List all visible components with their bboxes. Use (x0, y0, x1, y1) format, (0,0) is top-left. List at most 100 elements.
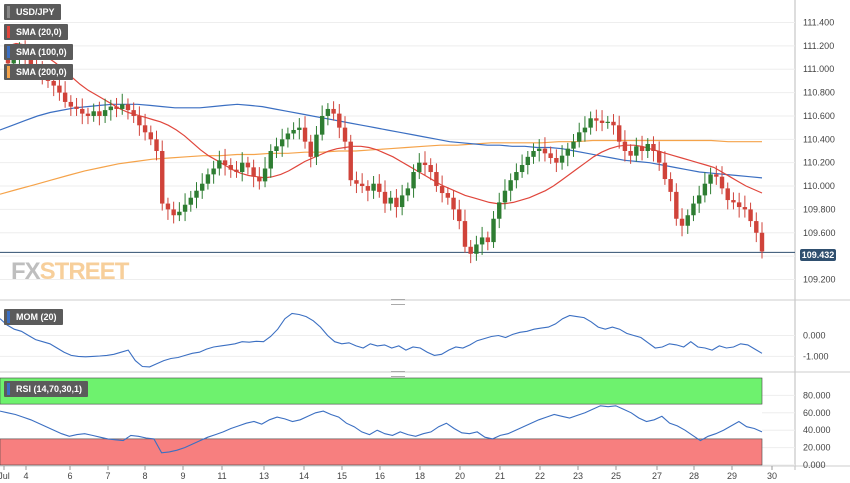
candle-body (668, 179, 673, 192)
candle-body (382, 191, 388, 204)
candle-body (245, 162, 251, 168)
legend-sma20-label: SMA (20,0) (16, 27, 62, 37)
candle-body (474, 244, 479, 254)
candle-body (599, 120, 605, 123)
x-tick-label: 6 (67, 471, 72, 481)
last-price-tag: 109.432 (800, 249, 836, 261)
rsi-tick-label: 40.000 (803, 425, 831, 435)
candle-body (279, 139, 285, 147)
sma20-swatch (7, 26, 10, 38)
y-tick-label: 109.200 (803, 274, 836, 284)
legend-symbol-label: USD/JPY (16, 7, 55, 17)
candle-body (268, 151, 273, 169)
sma200-line (0, 139, 762, 195)
candle-body (51, 80, 56, 86)
x-tick-label: 16 (375, 471, 385, 481)
candle-body (422, 162, 428, 166)
oscillators (0, 312, 763, 454)
candle-body (188, 197, 193, 205)
candle-body (565, 148, 570, 156)
candles (5, 40, 765, 264)
candle-body (411, 172, 416, 189)
candle-body (297, 127, 302, 130)
candle-body (725, 188, 730, 201)
legend-rsi-label: RSI (14,70,30,1) (16, 384, 83, 394)
symbol-swatch (7, 6, 10, 18)
candle-body (742, 207, 748, 210)
y-tick-label: 110.200 (803, 158, 835, 168)
legend-mom[interactable]: MOM (20) (4, 309, 63, 325)
legend-sma100-label: SMA (100,0) (16, 47, 67, 57)
candle-body (211, 168, 216, 175)
candle-body (736, 202, 742, 208)
mom-tick-label: 0.000 (803, 330, 826, 340)
candle-body (554, 158, 559, 163)
watermark-street: STREET (39, 258, 130, 285)
pane-resize-handle-mom[interactable] (391, 299, 405, 305)
candle-body (165, 203, 171, 210)
candle-body (417, 162, 422, 173)
candle-body (62, 92, 68, 102)
candle-body (514, 172, 519, 181)
rsi-overbought-zone (0, 377, 763, 405)
mom-line (0, 312, 763, 368)
x-tick-label: Jul (0, 471, 10, 481)
x-tick-label: 14 (299, 471, 309, 481)
candle-body (200, 183, 205, 191)
x-tick-label: 20 (455, 471, 465, 481)
candle-body (274, 146, 279, 151)
candle-body (137, 115, 142, 126)
candle-body (68, 101, 74, 107)
candle-body (628, 151, 633, 156)
candle-body (331, 108, 336, 114)
x-tick-label: 25 (611, 471, 621, 481)
candle-body (457, 209, 462, 222)
x-tick-label: 4 (23, 471, 28, 481)
rsi-line (0, 405, 763, 454)
legend-rsi[interactable]: RSI (14,70,30,1) (4, 381, 89, 397)
candle-body (262, 168, 268, 182)
candle-body (622, 141, 628, 151)
candle-body (548, 153, 553, 159)
pane-resize-handle-rsi[interactable] (391, 371, 405, 377)
x-tick-label: 9 (180, 471, 185, 481)
candle-body (605, 121, 610, 123)
legend-sma200-label: SMA (200,0) (16, 67, 67, 77)
y-tick-label: 109.600 (803, 228, 836, 238)
candle-body (485, 237, 491, 243)
candle-body (508, 180, 513, 191)
candle-body (611, 121, 616, 126)
candle-body (594, 118, 599, 121)
candle-body (451, 197, 456, 210)
x-tick-label: 11 (217, 471, 226, 481)
candle-body (462, 221, 468, 247)
legend-symbol[interactable]: USD/JPY (4, 4, 61, 20)
legend-sma20[interactable]: SMA (20,0) (4, 24, 68, 40)
x-tick-label: 23 (573, 471, 583, 481)
candle-body (342, 127, 348, 142)
legend-sma100[interactable]: SMA (100,0) (4, 44, 73, 60)
candle-body (205, 174, 211, 184)
candle-body (91, 111, 96, 116)
candle-body (348, 141, 353, 181)
candle-body (182, 204, 188, 212)
rsi-tick-label: 60.000 (803, 408, 831, 418)
rsi-tick-label: 0.000 (803, 460, 826, 470)
candle-body (148, 132, 154, 140)
x-tick-label: 28 (689, 471, 699, 481)
candle-body (531, 151, 536, 157)
candle-body (291, 129, 296, 134)
candle-body (439, 186, 445, 194)
candle-body (308, 141, 313, 157)
candle-body (479, 237, 485, 245)
grid (0, 0, 850, 470)
candle-body (405, 188, 411, 196)
candle-body (582, 127, 588, 133)
candle-body (685, 215, 690, 226)
x-tick-label: 15 (337, 471, 347, 481)
candle-body (502, 190, 508, 203)
legend-sma200[interactable]: SMA (200,0) (4, 64, 73, 80)
candle-body (519, 165, 525, 173)
candle-body (377, 183, 382, 192)
